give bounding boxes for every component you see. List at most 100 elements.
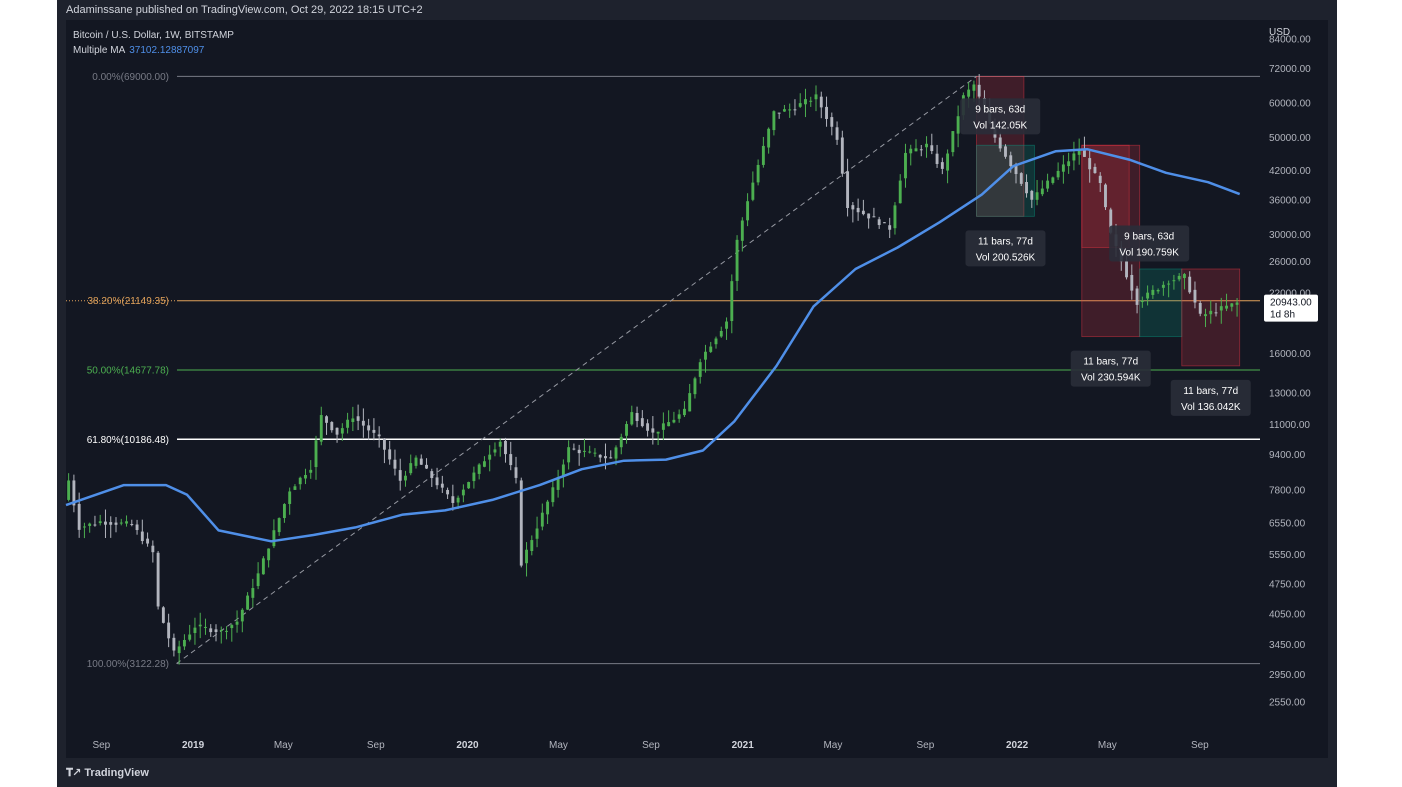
candle-body	[235, 621, 239, 625]
candle-body	[193, 627, 197, 634]
candle-body	[619, 436, 623, 448]
candle-body	[1067, 161, 1071, 167]
candle-body	[1177, 275, 1181, 280]
candle-body	[1004, 146, 1007, 157]
fib-level-label: 50.00%(14677.78)	[87, 365, 169, 376]
candle-body	[525, 549, 528, 564]
candle-body	[846, 171, 850, 208]
candle-body	[630, 412, 634, 425]
time-tick: 2020	[456, 740, 479, 751]
candle-body	[572, 448, 576, 450]
candle-body	[1198, 302, 1202, 314]
candle-body	[167, 622, 171, 639]
last-price-value: 20943.00	[1270, 298, 1312, 309]
candle-body	[735, 239, 739, 281]
range-label-text: 9 bars, 63d	[975, 104, 1025, 115]
candle-body	[1051, 177, 1055, 183]
candle-body	[393, 459, 397, 469]
candle-body	[546, 501, 550, 515]
indicator-legend[interactable]: Multiple MA 37102.12887097	[73, 43, 234, 58]
candle-body	[977, 84, 981, 97]
candle-body	[1025, 182, 1028, 194]
candle-body	[161, 607, 165, 623]
candle-body	[635, 413, 639, 422]
candle-body	[777, 112, 781, 114]
candle-body	[840, 137, 844, 174]
range-label-box	[1170, 379, 1251, 416]
fib-lines	[66, 75, 1260, 665]
indicator-label: Multiple MA	[73, 45, 126, 56]
price-tick: 7800.00	[1269, 485, 1306, 496]
candle-body	[309, 469, 313, 473]
candle-body	[661, 423, 665, 430]
candle-body	[1172, 280, 1176, 282]
candle-body	[556, 477, 560, 490]
candle-body	[204, 626, 207, 628]
candle-body	[388, 449, 392, 460]
candle-body	[461, 489, 465, 496]
candle-body	[382, 439, 386, 450]
candle-body	[198, 624, 202, 627]
candle-body	[967, 89, 971, 97]
candle-body	[1014, 164, 1018, 175]
price-tick: 60000.00	[1269, 98, 1311, 109]
time-tick: Sep	[367, 740, 385, 751]
time-tick: Sep	[1191, 740, 1209, 751]
candle-body	[693, 378, 697, 395]
candle-body	[1040, 188, 1044, 195]
candle-body	[340, 428, 344, 434]
fib-level-label: 61.80%(10186.48)	[87, 435, 169, 446]
candle-body	[898, 180, 902, 204]
fib-trendline	[176, 75, 977, 664]
time-tick: May	[1098, 740, 1117, 751]
time-tick: May	[274, 740, 293, 751]
candle-body	[930, 145, 934, 152]
range-label-text: 11 bars, 77d	[978, 236, 1033, 247]
candle-body	[267, 548, 271, 561]
candle-body	[704, 351, 707, 360]
price-tick: 11000.00	[1269, 420, 1310, 431]
candle-body	[314, 440, 318, 468]
candle-body	[114, 522, 118, 525]
candle-body	[372, 429, 376, 433]
candle-body	[1161, 284, 1165, 288]
candle-body	[361, 420, 365, 426]
price-tick: 72000.00	[1269, 64, 1311, 75]
price-tick: 16000.00	[1269, 349, 1311, 360]
candle-body	[767, 128, 771, 148]
chart-panel[interactable]	[66, 20, 1328, 758]
candle-body	[140, 531, 144, 542]
candle-body	[882, 222, 886, 224]
candle-body	[877, 219, 881, 226]
fib-level-label: 0.00%(69000.00)	[92, 72, 169, 83]
candle-body	[698, 362, 702, 377]
tradingview-logo[interactable]: 𝐓↗ TradingView	[66, 766, 149, 780]
candle-body	[719, 330, 723, 337]
range-label-text: Vol 136.042K	[1181, 402, 1241, 413]
range-label-text: Vol 190.759K	[1119, 247, 1179, 258]
candle-body	[551, 487, 555, 503]
candle-body	[1009, 155, 1013, 167]
tradingview-logo-icon: 𝐓↗	[66, 767, 81, 779]
candle-body	[304, 474, 307, 479]
candle-body	[604, 456, 607, 459]
candle-body	[251, 588, 255, 598]
candle-body	[925, 143, 928, 148]
candle-body	[219, 630, 223, 632]
fib-labels: 0.00%(69000.00) 38.20%(21149.35) 50.00%(14…	[87, 72, 169, 670]
candle-body	[825, 106, 828, 119]
candle-body	[119, 522, 123, 524]
candle-body	[177, 646, 181, 654]
candle-body	[1056, 170, 1060, 178]
candle-body	[851, 205, 855, 210]
price-tick: 6550.00	[1269, 519, 1306, 530]
candle-body	[1140, 300, 1144, 303]
candle-body	[456, 497, 460, 503]
candle-body	[425, 464, 428, 469]
candle-body	[246, 595, 250, 610]
candle-body	[582, 450, 586, 452]
candle-body	[288, 491, 292, 504]
candle-body	[446, 489, 450, 495]
candle-body	[1088, 158, 1092, 170]
